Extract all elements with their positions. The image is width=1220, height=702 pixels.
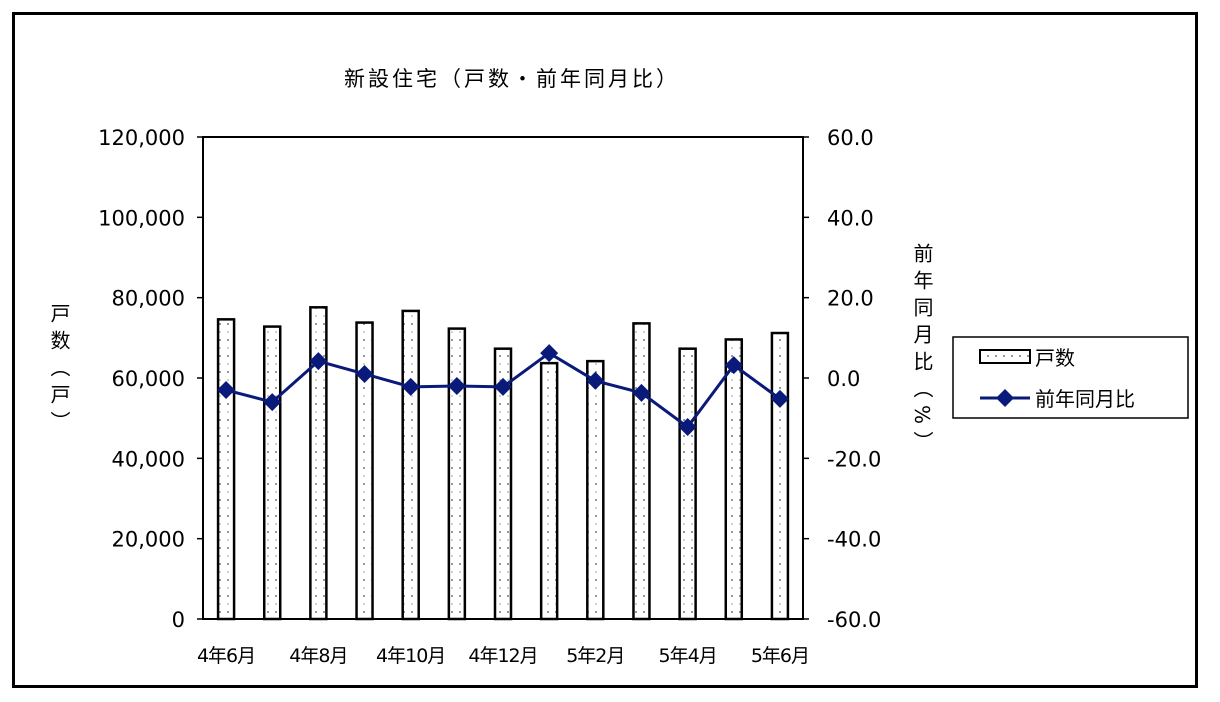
line-marker xyxy=(540,344,559,363)
y-right-tick-label: -40.0 xyxy=(827,528,881,552)
legend-label: 前年同月比 xyxy=(1035,387,1135,411)
line-marker xyxy=(401,377,420,396)
y-right-tick-label: 40.0 xyxy=(827,206,874,230)
x-tick-label: 4年10月 xyxy=(376,645,445,667)
line-marker xyxy=(447,377,466,396)
y-right-tick-label: -60.0 xyxy=(827,608,881,632)
y-tick-label: 20,000 xyxy=(112,528,185,552)
line-marker xyxy=(217,381,236,400)
bar xyxy=(770,331,790,621)
y-right-tick-label: -20.0 xyxy=(827,447,881,471)
x-tick-label: 4年6月 xyxy=(197,645,255,667)
line-marker xyxy=(678,418,697,437)
x-tick-label: 4年12月 xyxy=(468,645,537,667)
line-marker xyxy=(724,356,743,375)
legend-label: 戸数 xyxy=(1035,346,1075,370)
x-tick-label: 5年6月 xyxy=(751,645,809,667)
bar xyxy=(632,322,651,621)
line-marker xyxy=(309,352,328,371)
legend-marker xyxy=(996,389,1014,407)
y-right-tick-label: 0.0 xyxy=(827,367,860,391)
line-marker xyxy=(586,371,605,390)
bar xyxy=(493,347,513,621)
bar xyxy=(262,325,282,621)
y-axis-title: 戸数（戸） xyxy=(47,303,71,438)
bar xyxy=(586,359,605,621)
line-marker xyxy=(494,377,512,396)
line-marker xyxy=(770,389,789,408)
y-tick-label: 80,000 xyxy=(112,287,185,311)
bar xyxy=(724,338,744,621)
y-right-tick-label: 20.0 xyxy=(827,287,874,311)
y-right-tick-label: 60.0 xyxy=(827,126,874,150)
chart-frame xyxy=(12,12,1198,688)
bar xyxy=(539,361,559,621)
y-tick-label: 40,000 xyxy=(112,447,185,471)
legend-bar-swatch xyxy=(979,349,1031,364)
x-tick-label: 5年2月 xyxy=(566,645,624,667)
y-tick-label: 0 xyxy=(172,608,185,632)
bar xyxy=(355,321,374,621)
chart-title: 新設住宅（戸数・前年同月比） xyxy=(344,67,680,91)
bar xyxy=(216,318,236,621)
bar xyxy=(401,309,420,621)
bar xyxy=(678,347,697,621)
line-marker xyxy=(632,383,651,402)
x-tick-label: 4年8月 xyxy=(289,645,347,667)
y-tick-label: 120,000 xyxy=(98,126,185,150)
line-marker xyxy=(355,364,374,383)
y-tick-label: 60,000 xyxy=(112,367,185,391)
x-tick-label: 5年4月 xyxy=(659,645,717,667)
y-tick-label: 100,000 xyxy=(98,206,185,230)
bar xyxy=(309,306,328,621)
y-right-axis-title: 前年同月比（%） xyxy=(910,243,934,459)
bar xyxy=(447,327,467,621)
line-marker xyxy=(263,393,282,412)
